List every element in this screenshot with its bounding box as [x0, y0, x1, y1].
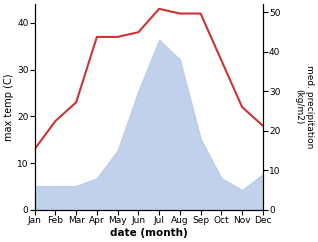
- Y-axis label: max temp (C): max temp (C): [4, 73, 14, 141]
- X-axis label: date (month): date (month): [110, 228, 188, 238]
- Y-axis label: med. precipitation
(kg/m2): med. precipitation (kg/m2): [294, 65, 314, 149]
